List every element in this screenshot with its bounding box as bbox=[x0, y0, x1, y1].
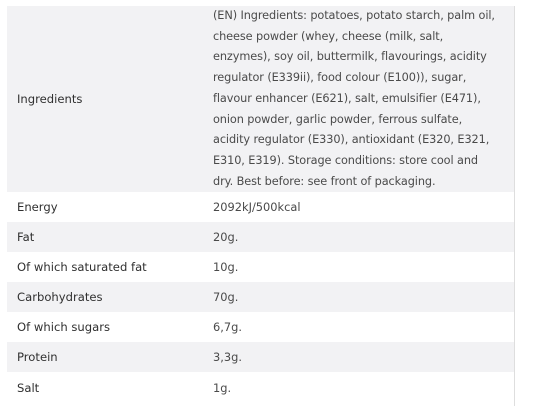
row-label: Of which saturated fat bbox=[7, 252, 203, 283]
row-label: Energy bbox=[7, 192, 203, 223]
row-label: Carbohydrates bbox=[7, 282, 203, 313]
row-value: 6,7g. bbox=[203, 312, 514, 343]
table-row-ingredients: Ingredients (EN) Ingredients: potatoes, … bbox=[7, 6, 514, 193]
table-row-sugars: Of which sugars 6,7g. bbox=[7, 312, 514, 343]
table-row-saturated-fat: Of which saturated fat 10g. bbox=[7, 252, 514, 283]
row-value: 2092kJ/500kcal bbox=[203, 192, 514, 223]
row-value: (EN) Ingredients: potatoes, potato starc… bbox=[203, 6, 514, 193]
table-row-energy: Energy 2092kJ/500kcal bbox=[7, 192, 514, 223]
row-label: Ingredients bbox=[7, 6, 203, 193]
table-row-salt: Salt 1g. bbox=[7, 372, 514, 405]
row-value: 20g. bbox=[203, 222, 514, 253]
row-label: Of which sugars bbox=[7, 312, 203, 343]
row-label: Salt bbox=[7, 372, 203, 405]
row-value: 70g. bbox=[203, 282, 514, 313]
table-row-carbohydrates: Carbohydrates 70g. bbox=[7, 282, 514, 313]
row-label: Protein bbox=[7, 342, 203, 373]
nutrition-table: Ingredients (EN) Ingredients: potatoes, … bbox=[7, 6, 514, 405]
row-value: 10g. bbox=[203, 252, 514, 283]
row-label: Fat bbox=[7, 222, 203, 253]
row-value: 1g. bbox=[203, 372, 514, 405]
table-edge-divider bbox=[514, 6, 515, 406]
row-value: 3,3g. bbox=[203, 342, 514, 373]
table-row-protein: Protein 3,3g. bbox=[7, 342, 514, 373]
table-row-fat: Fat 20g. bbox=[7, 222, 514, 253]
